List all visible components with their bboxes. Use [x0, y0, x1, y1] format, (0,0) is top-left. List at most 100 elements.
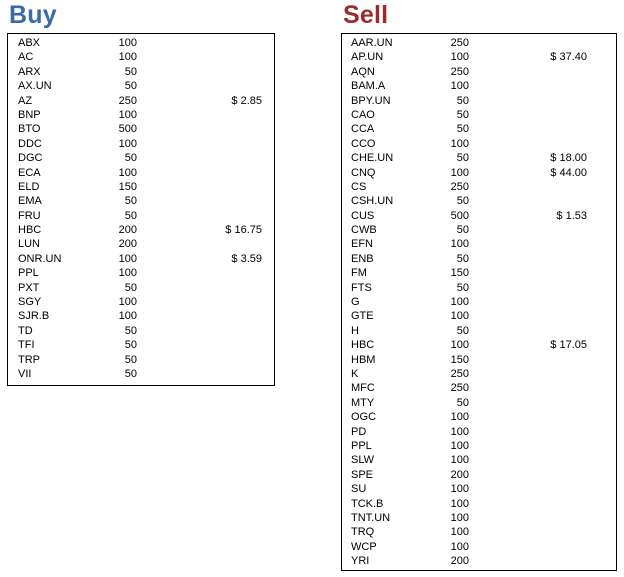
quantity-cell: 100 [450, 80, 469, 93]
sell-table-row: FTS 50 [342, 281, 616, 295]
symbol-cell: TFI [18, 339, 35, 352]
price-cell: $ 44.00 [550, 166, 587, 179]
quantity-cell: 100 [118, 267, 137, 280]
buy-table-row: SJR.B 100 [8, 309, 274, 323]
symbol-cell: VII [18, 367, 32, 380]
quantity-cell: 250 [450, 367, 469, 380]
sell-table-row: GTE 100 [342, 309, 616, 323]
buy-table-row: HBC 200 $ 16.75 [8, 223, 274, 237]
sell-table-row: PPL 100 [342, 439, 616, 453]
quantity-cell: 500 [118, 123, 137, 136]
quantity-cell: 50 [124, 65, 137, 78]
sell-table-row: TRQ 100 [342, 525, 616, 539]
symbol-cell: WCP [351, 540, 377, 553]
symbol-cell: HBM [351, 353, 376, 366]
quantity-cell: 100 [450, 339, 469, 352]
symbol-cell: SGY [18, 296, 42, 309]
quantity-cell: 50 [456, 281, 469, 294]
quantity-cell: 100 [118, 37, 137, 49]
quantity-cell: 50 [456, 94, 469, 107]
buy-table-row: DDC 100 [8, 137, 274, 151]
sell-table-row: SPE 200 [342, 468, 616, 482]
quantity-cell: 100 [118, 137, 137, 150]
sell-table-row: SU 100 [342, 482, 616, 496]
symbol-cell: DGC [18, 152, 43, 165]
symbol-cell: SJR.B [18, 310, 50, 323]
buy-table-row: EMA 50 [8, 194, 274, 208]
quantity-cell: 100 [118, 252, 137, 265]
quantity-cell: 50 [124, 80, 137, 93]
quantity-cell: 100 [450, 483, 469, 496]
symbol-cell: TCK.B [351, 497, 384, 510]
sell-table-row: FM 150 [342, 266, 616, 280]
price-cell: $ 16.75 [225, 224, 262, 237]
symbol-cell: H [351, 324, 359, 337]
sell-table-row: MTY 50 [342, 396, 616, 410]
sell-table-row: G 100 [342, 295, 616, 309]
symbol-cell: PXT [18, 281, 40, 294]
sell-table-row: CUS 500 $ 1.53 [342, 209, 616, 223]
quantity-cell: 250 [450, 65, 469, 78]
buy-table-row: TD 50 [8, 324, 274, 338]
quantity-cell: 100 [450, 425, 469, 438]
buy-table-row: ELD 150 [8, 180, 274, 194]
sell-table-row: CS 250 [342, 180, 616, 194]
sell-table-row: WCP 100 [342, 540, 616, 554]
quantity-cell: 50 [456, 108, 469, 121]
buy-table-row: BNP 100 [8, 108, 274, 122]
symbol-cell: EMA [18, 195, 42, 208]
symbol-cell: HBC [351, 339, 375, 352]
buy-table: ABX 100 AC 100 ARX 50 AX.UN 50 AZ 250 $ 2.85 BNP 100… [7, 33, 275, 386]
symbol-cell: ELD [18, 180, 40, 193]
sell-table-row: CCA 50 [342, 122, 616, 136]
buy-table-row: TRP 50 [8, 353, 274, 367]
buy-table-row: ECA 100 [8, 166, 274, 180]
buy-table-row: LUN 200 [8, 237, 274, 251]
buy-table-row: AX.UN 50 [8, 79, 274, 93]
buy-rows: ABX 100 AC 100 ARX 50 AX.UN 50 AZ 250 $ 2.85 BNP 100… [8, 36, 274, 381]
quantity-cell: 50 [456, 324, 469, 337]
quantity-cell: 50 [124, 152, 137, 165]
sell-table-row: AP.UN 100 $ 37.40 [342, 50, 616, 64]
symbol-cell: AC [18, 51, 34, 64]
symbol-cell: PPL [18, 267, 39, 280]
quantity-cell: 100 [450, 51, 469, 64]
quantity-cell: 50 [124, 367, 137, 380]
symbol-cell: CHE.UN [351, 152, 394, 165]
symbol-cell: SLW [351, 454, 375, 467]
buy-table-row: TFI 50 [8, 338, 274, 352]
quantity-cell: 100 [118, 166, 137, 179]
symbol-cell: BNP [18, 108, 41, 121]
symbol-cell: CNQ [351, 166, 376, 179]
symbol-cell: CWB [351, 224, 377, 237]
quantity-cell: 50 [456, 396, 469, 409]
quantity-cell: 50 [456, 123, 469, 136]
symbol-cell: TRQ [351, 526, 375, 539]
symbol-cell: CS [351, 180, 367, 193]
quantity-cell: 200 [450, 555, 469, 568]
quantity-cell: 100 [118, 51, 137, 64]
symbol-cell: PPL [351, 439, 372, 452]
symbol-cell: TRP [18, 353, 40, 366]
symbol-cell: FRU [18, 209, 41, 222]
symbol-cell: MTY [351, 396, 375, 409]
symbol-cell: AQN [351, 65, 375, 78]
symbol-cell: FM [351, 267, 367, 280]
sell-table-row: TCK.B 100 [342, 497, 616, 511]
quantity-cell: 100 [450, 497, 469, 510]
sell-table-row: CAO 50 [342, 108, 616, 122]
symbol-cell: PD [351, 425, 367, 438]
symbol-cell: CCA [351, 123, 375, 136]
quantity-cell: 100 [118, 310, 137, 323]
sell-table-row: CSH.UN 50 [342, 194, 616, 208]
quantity-cell: 100 [450, 296, 469, 309]
symbol-cell: CSH.UN [351, 195, 394, 208]
sell-table-row: EFN 100 [342, 237, 616, 251]
buy-table-row: DGC 50 [8, 151, 274, 165]
sell-table-row: HBM 150 [342, 353, 616, 367]
sell-table-row: CHE.UN 50 $ 18.00 [342, 151, 616, 165]
sell-rows: AAR.UN 250 AP.UN 100 $ 37.40 AQN 250 BAM.A 100 BP… [342, 36, 616, 568]
quantity-cell: 150 [450, 267, 469, 280]
symbol-cell: BTO [18, 123, 41, 136]
price-cell: $ 1.53 [556, 209, 587, 222]
